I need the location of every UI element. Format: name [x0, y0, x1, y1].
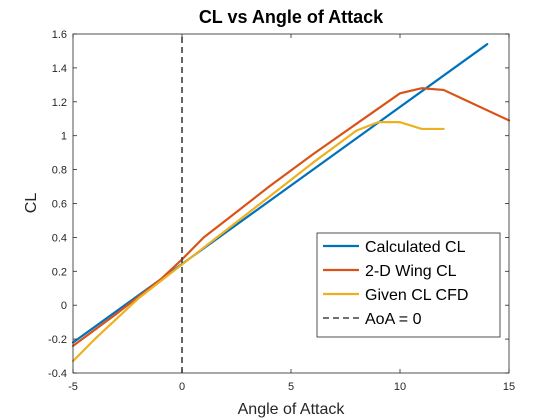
x-tick-label: 5: [288, 381, 294, 393]
legend-label: Given CL CFD: [365, 287, 468, 304]
legend-box: [316, 232, 501, 338]
series-line-2: [71, 121, 445, 363]
y-tick-label: -0.4: [48, 368, 67, 380]
series-line-1: [71, 87, 511, 347]
y-tick-label: -0.2: [48, 334, 67, 346]
legend-label: AoA = 0: [365, 311, 422, 328]
y-tick-label: 0.2: [52, 266, 67, 278]
series-layer: [71, 34, 511, 373]
y-axis-label: CL: [23, 193, 40, 214]
y-tick-label: 0.8: [52, 165, 67, 177]
y-tick-label: 1: [61, 131, 67, 143]
legend-label: Calculated CL: [365, 239, 466, 256]
legend: Calculated CL 2-D Wing CL Given CL CFD AoA …: [316, 232, 501, 338]
tick-layer: -5 0 5 10 15 -0.4 -0.2 0 0.2 0.4 0.6 0.8 1 1.2 1.4 1.6: [48, 29, 515, 393]
y-tick-label: 1.4: [52, 63, 67, 75]
y-tick-label: 0.6: [52, 199, 67, 211]
x-axis-label: Angle of Attack: [238, 401, 346, 418]
x-tick-label: 10: [394, 381, 406, 393]
x-tick-label: -5: [68, 381, 78, 393]
y-tick-label: 1.2: [52, 97, 67, 109]
y-tick-label: 0: [61, 300, 67, 312]
x-tick-label: 15: [503, 381, 515, 393]
chart-title: CL vs Angle of Attack: [199, 7, 384, 27]
legend-items: Calculated CL 2-D Wing CL Given CL CFD AoA …: [323, 239, 468, 328]
legend-label: 2-D Wing CL: [365, 263, 457, 280]
y-tick-label: 0.4: [52, 232, 67, 244]
x-tick-label: 0: [179, 381, 185, 393]
y-tick-label: 1.6: [52, 29, 67, 41]
